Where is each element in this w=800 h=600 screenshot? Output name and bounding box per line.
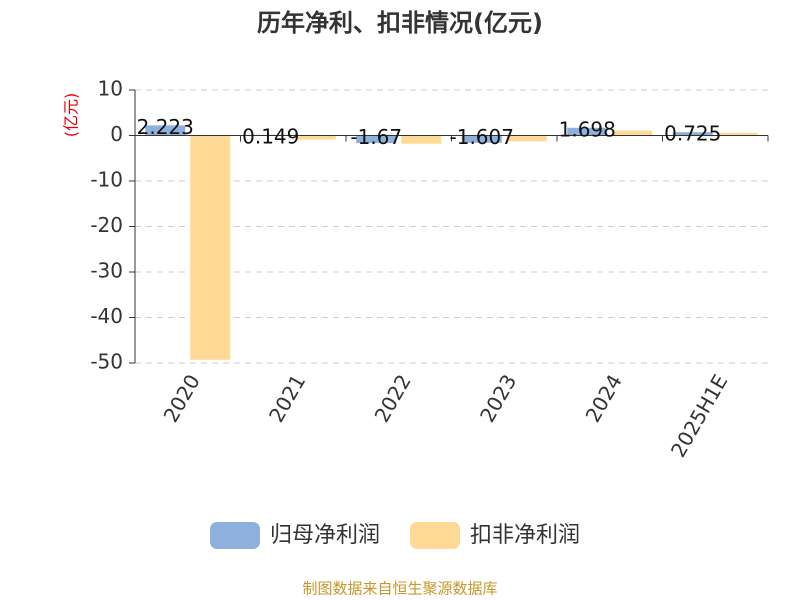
legend-swatch — [410, 522, 460, 549]
x-tick-label: 2022 — [370, 370, 416, 426]
y-tick-label: -20 — [90, 213, 123, 237]
bar — [567, 127, 608, 136]
y-tick-label: -30 — [90, 259, 123, 283]
bar — [717, 132, 758, 136]
bar — [612, 130, 653, 136]
bar — [356, 135, 397, 144]
value-label: -1.607 — [450, 125, 514, 149]
y-tick-label: -10 — [90, 168, 123, 192]
bar — [506, 135, 547, 142]
bar — [461, 135, 502, 143]
legend-label: 归母净利润 — [270, 523, 380, 548]
y-tick-label: 10 — [98, 77, 123, 101]
y-tick-label: 0 — [110, 122, 123, 146]
x-tick-label: 2023 — [475, 370, 521, 426]
bar — [145, 125, 186, 136]
bar — [190, 135, 231, 360]
source-note: 制图数据来自恒生聚源数据库 — [302, 580, 497, 598]
y-tick-label: -50 — [90, 350, 123, 374]
value-label: 0.725 — [664, 122, 721, 146]
legend-swatch — [210, 522, 260, 549]
legend-label: 扣非净利润 — [470, 523, 580, 548]
x-tick-label: 2020 — [159, 370, 205, 426]
chart-title: 历年净利、扣非情况(亿元) — [257, 9, 543, 37]
x-tick-label: 2024 — [581, 370, 627, 426]
bar — [672, 132, 713, 136]
value-label: 2.223 — [137, 115, 194, 139]
bar — [401, 135, 442, 144]
y-tick-label: -40 — [90, 304, 123, 328]
value-label: 1.698 — [559, 117, 616, 141]
bar — [295, 135, 336, 140]
value-label: -1.67 — [350, 125, 402, 149]
y-axis-label: (亿元) — [62, 93, 81, 138]
value-label: 0.149 — [242, 124, 299, 148]
x-tick-label: 2025H1E — [666, 370, 732, 461]
x-tick-label: 2021 — [264, 370, 310, 426]
